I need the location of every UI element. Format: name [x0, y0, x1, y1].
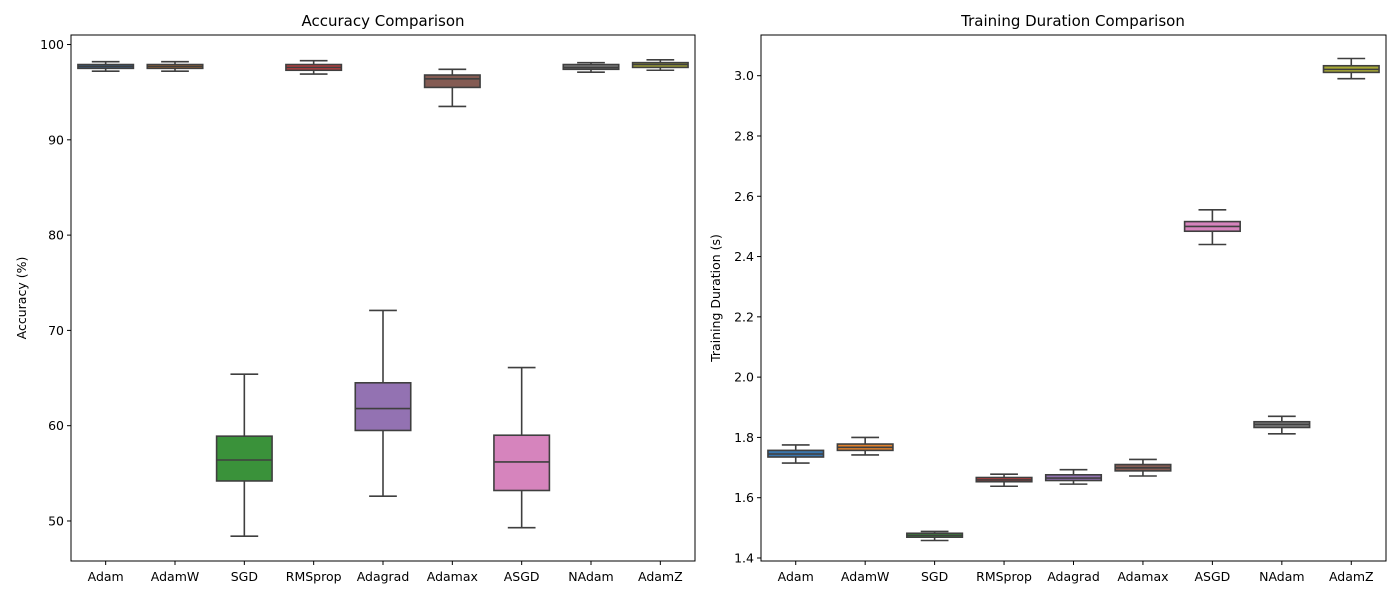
- accuracy-y-tick-label: 80: [48, 228, 64, 243]
- accuracy-box-rmsprop: [285, 59, 343, 75]
- accuracy-x-tick-label: NAdam: [568, 569, 613, 584]
- box-iqr: [215, 435, 273, 482]
- duration-y-tick-label: 2.2: [734, 309, 754, 324]
- accuracy-x-tick-label: Adamax: [427, 569, 478, 584]
- duration-x-tick-label: NAdam: [1259, 569, 1304, 584]
- duration-y-tick-label: 2.4: [734, 249, 754, 264]
- duration-y-tick-label: 1.8: [734, 430, 754, 445]
- accuracy-box-sgd: [215, 373, 273, 538]
- accuracy-x-ticks: Adam AdamW SGD RMSprop Adagrad Adamax ASGD NAda…: [88, 561, 683, 584]
- duration-axes-frame: [760, 34, 1387, 562]
- duration-x-tick-label: SGD: [921, 569, 948, 584]
- duration-y-tick-label: 2.6: [734, 189, 754, 204]
- accuracy-axes-frame: [70, 34, 696, 562]
- duration-y-tick-label: 3.0: [734, 68, 754, 83]
- duration-y-ticks: 1.4 1.6 1.8 2.0 2.2 2.4 2.6 2.8 3.0: [734, 68, 761, 565]
- duration-box-adamz: [1322, 57, 1380, 80]
- accuracy-box-adamz: [631, 58, 689, 72]
- duration-y-tick-label: 2.8: [734, 128, 754, 143]
- duration-box-adam: [767, 444, 825, 464]
- duration-y-tick-label: 1.6: [734, 490, 754, 505]
- duration-box-adamw: [836, 436, 894, 456]
- accuracy-x-tick-label: SGD: [231, 569, 258, 584]
- box-iqr: [493, 434, 551, 492]
- accuracy-y-tick-label: 50: [48, 513, 64, 528]
- duration-chart-panel: Training Duration Comparison Training Du…: [708, 12, 1387, 584]
- box-iqr: [354, 382, 412, 432]
- duration-box-sgd: [906, 530, 964, 542]
- duration-box-asgd: [1183, 209, 1241, 246]
- duration-x-tick-label: AdamW: [841, 569, 889, 584]
- accuracy-box-adamw: [146, 60, 204, 73]
- duration-chart-title: Training Duration Comparison: [960, 12, 1185, 30]
- duration-boxes: [767, 57, 1380, 542]
- duration-y-tick-label: 2.0: [734, 370, 754, 385]
- accuracy-y-tick-label: 60: [48, 418, 64, 433]
- accuracy-chart-panel: Accuracy Comparison Accuracy (%) 50 60 70 8…: [14, 12, 696, 584]
- accuracy-x-tick-label: Adam: [88, 569, 124, 584]
- accuracy-y-tick-label: 100: [40, 37, 64, 52]
- accuracy-chart-title: Accuracy Comparison: [301, 12, 464, 30]
- accuracy-box-nadam: [562, 61, 620, 73]
- duration-x-tick-label: Adagrad: [1047, 569, 1100, 584]
- duration-box-adagrad: [1044, 468, 1103, 485]
- accuracy-box-asgd: [493, 366, 551, 529]
- duration-box-nadam: [1253, 415, 1311, 435]
- box-iqr: [423, 74, 481, 89]
- accuracy-y-axis-label: Accuracy (%): [14, 257, 29, 340]
- accuracy-box-adam: [77, 60, 135, 73]
- accuracy-y-tick-label: 70: [48, 323, 64, 338]
- duration-y-axis-label: Training Duration (s): [708, 234, 723, 363]
- accuracy-y-ticks: 50 60 70 80 90 100: [40, 37, 71, 528]
- accuracy-x-tick-label: RMSprop: [286, 569, 342, 584]
- duration-x-tick-label: ASGD: [1194, 569, 1230, 584]
- accuracy-x-tick-label: ASGD: [504, 569, 540, 584]
- accuracy-box-adamax: [423, 68, 481, 108]
- duration-x-tick-label: RMSprop: [976, 569, 1032, 584]
- accuracy-box-adagrad: [354, 309, 412, 498]
- accuracy-x-tick-label: Adagrad: [357, 569, 410, 584]
- duration-x-tick-label: Adamax: [1117, 569, 1168, 584]
- accuracy-boxes: [77, 58, 689, 538]
- duration-y-tick-label: 1.4: [734, 550, 754, 565]
- duration-box-rmsprop: [975, 473, 1033, 488]
- accuracy-y-tick-label: 90: [48, 132, 64, 147]
- accuracy-x-tick-label: AdamW: [151, 569, 199, 584]
- duration-x-ticks: Adam AdamW SGD RMSprop Adagrad Adamax ASGD NAda…: [778, 561, 1374, 584]
- duration-x-tick-label: Adam: [778, 569, 814, 584]
- duration-x-tick-label: AdamZ: [1329, 569, 1374, 584]
- accuracy-x-tick-label: AdamZ: [638, 569, 683, 584]
- duration-box-adamax: [1114, 458, 1172, 477]
